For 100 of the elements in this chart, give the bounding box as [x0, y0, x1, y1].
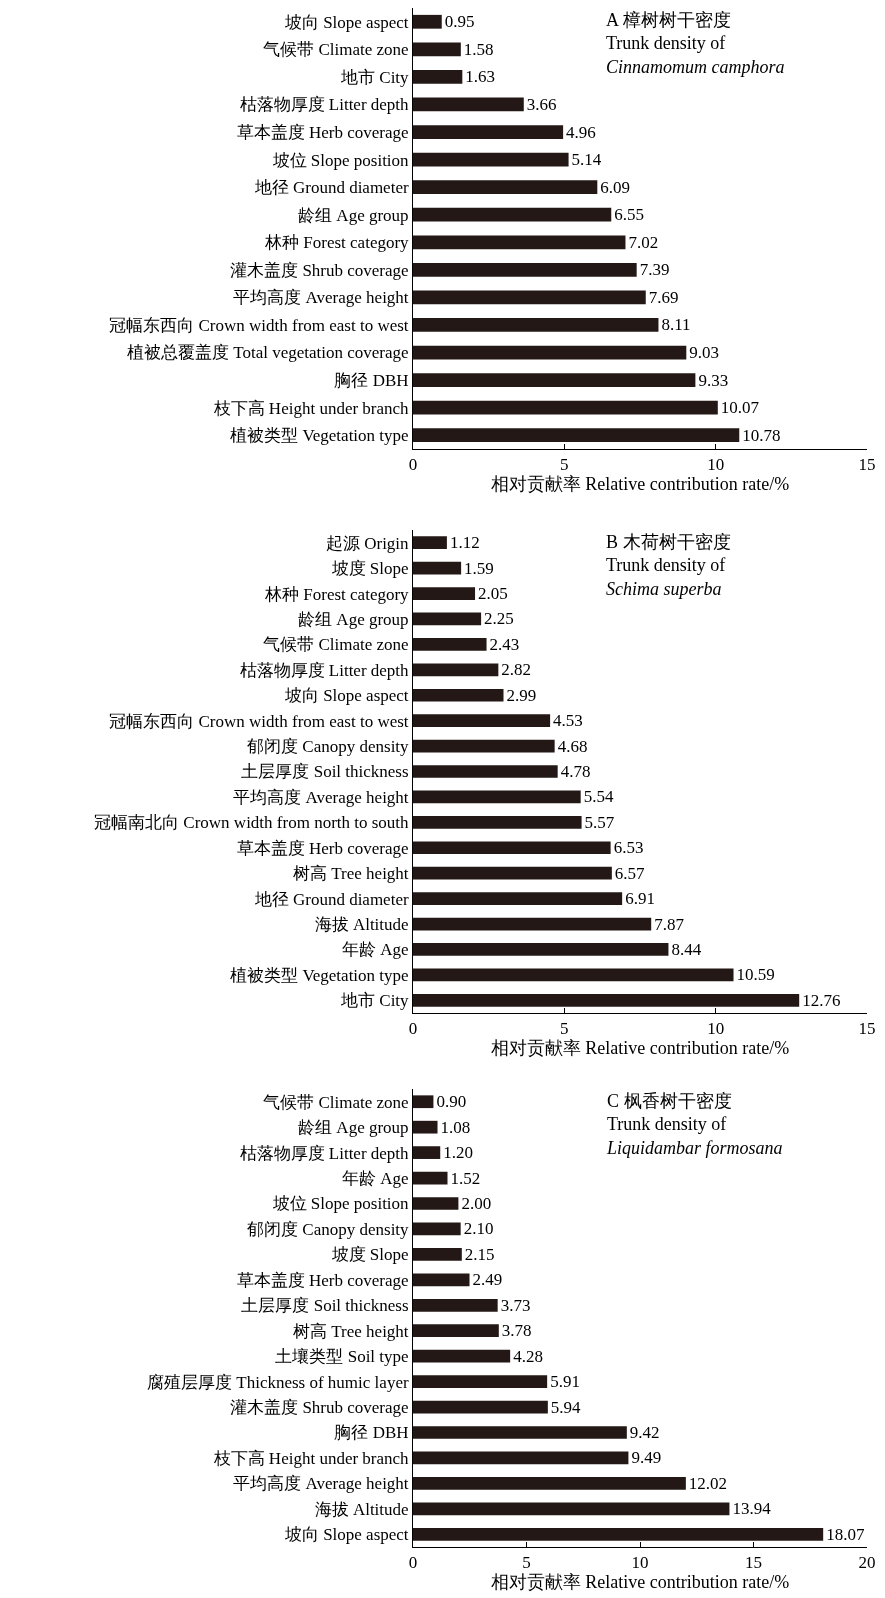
bar: [413, 180, 598, 195]
y-tick-label: 平均高度 Average height: [233, 787, 409, 807]
data-label: 8.44: [671, 939, 702, 959]
x-tick-label: 15: [745, 1553, 762, 1573]
bar: [413, 638, 487, 651]
bar: [413, 765, 558, 778]
data-label: 10.07: [720, 398, 760, 418]
bar: [413, 70, 463, 84]
x-tick-label: 10: [707, 455, 725, 475]
data-label: 7.39: [639, 260, 670, 280]
data-label: 0.95: [444, 12, 475, 32]
data-label: 9.49: [631, 1448, 662, 1468]
data-label: 1.59: [464, 558, 494, 578]
data-label: 2.15: [464, 1244, 495, 1264]
y-tick-label: 植被总覆盖度 Total vegetation coverage: [127, 343, 409, 363]
bar: [413, 207, 612, 222]
y-tick-label: 植被类型 Vegetation type: [230, 965, 409, 985]
bar: [413, 428, 740, 443]
data-label: 4.28: [513, 1346, 543, 1366]
bar: [413, 262, 637, 277]
y-tick-label: 树高 Tree height: [293, 864, 409, 884]
bar: [413, 1248, 462, 1261]
y-tick-label: 地径 Ground diameter: [253, 178, 409, 198]
x-tick-label: 10: [631, 1553, 649, 1573]
y-tick-label: 冠幅南北向 Crown width from north to south: [94, 813, 410, 833]
y-tick-label: 气候带 Climate zone: [263, 40, 409, 60]
y-tick-label: 气候带 Climate zone: [263, 635, 409, 655]
data-label: 8.11: [661, 315, 691, 335]
y-tick-label: 植被类型 Vegetation type: [230, 426, 409, 446]
bar: [413, 1222, 461, 1236]
y-tick-label: 草本盖度 Herb coverage: [236, 1270, 409, 1290]
data-label: 3.73: [500, 1295, 531, 1315]
y-tick-label: 灌木盖度 Shrub coverage: [230, 1398, 409, 1418]
x-tick-label: 5: [560, 455, 569, 475]
y-tick-label: 年龄 Age: [342, 1169, 409, 1189]
y-tick-label: 腐殖层厚度 Thickness of humic layer: [147, 1372, 409, 1392]
data-label: 3.78: [501, 1321, 532, 1341]
bar: [413, 345, 687, 360]
data-label: 5.57: [584, 812, 615, 832]
data-label: 2.10: [463, 1219, 494, 1239]
data-label: 2.05: [478, 584, 508, 604]
data-label: 7.87: [654, 914, 685, 934]
bar: [413, 1502, 730, 1516]
y-tick-label: 海拔 Altitude: [314, 1499, 409, 1519]
data-label: 2.49: [472, 1270, 503, 1290]
y-tick-label: 郁闭度 Canopy density: [247, 737, 410, 757]
data-label: 12.76: [802, 990, 841, 1010]
data-label: 6.09: [600, 177, 631, 197]
bar: [413, 14, 442, 29]
y-tick-label: 草本盖度 Herb coverage: [236, 838, 409, 858]
y-tick-label: 枝下高 Height under branch: [212, 398, 410, 418]
data-label: 12.02: [688, 1473, 728, 1493]
y-tick-label: 胸径 DBH: [334, 1423, 409, 1443]
data-label: 2.82: [501, 660, 532, 680]
bar: [413, 968, 734, 982]
bar: [413, 587, 476, 600]
x-tick-label: 10: [707, 1019, 725, 1039]
y-tick-label: 草本盖度 Herb coverage: [236, 122, 409, 142]
x-tick-label: 15: [858, 1019, 876, 1039]
y-tick-label: 枯落物厚度 Litter depth: [239, 660, 410, 680]
data-label: 2.43: [489, 634, 520, 654]
y-tick-label: 龄组 Age group: [298, 609, 409, 629]
y-tick-label: 坡向 Slope aspect: [283, 1525, 409, 1545]
data-label: 5.91: [550, 1372, 580, 1392]
data-label: 1.20: [443, 1143, 473, 1163]
bar: [413, 290, 646, 305]
bar: [413, 1298, 498, 1312]
y-tick-label: 枝下高 Height under branch: [212, 1448, 410, 1468]
bar: [413, 739, 555, 753]
bar: [413, 1375, 548, 1388]
data-label: 4.68: [557, 736, 588, 756]
y-tick-label: 气候带 Climate zone: [263, 1092, 409, 1112]
data-label: 10.59: [736, 965, 775, 985]
y-tick-label: 枯落物厚度 Litter depth: [239, 1143, 410, 1163]
y-tick-label: 冠幅东西向 Crown width from east to west: [109, 315, 409, 335]
data-label: 5.54: [583, 787, 614, 807]
bar: [413, 714, 551, 728]
bar: [413, 1120, 438, 1134]
x-tick-label: 0: [408, 455, 418, 475]
y-tick-label: 树高 Tree height: [293, 1321, 409, 1341]
bar: [413, 815, 582, 829]
data-label: 9.42: [629, 1423, 660, 1442]
bar: [413, 1146, 441, 1159]
data-label: 4.53: [553, 711, 583, 731]
x-tick-label: 0: [408, 1553, 418, 1573]
data-label: 5.94: [550, 1397, 582, 1417]
bar: [413, 1400, 548, 1414]
bar: [413, 943, 669, 956]
bar: [413, 400, 718, 415]
bar: [413, 1197, 459, 1210]
bar: [413, 536, 447, 550]
y-tick-label: 龄组 Age group: [298, 205, 409, 225]
data-label: 1.58: [463, 39, 494, 59]
bar: [413, 663, 499, 677]
data-label: 4.78: [560, 762, 591, 781]
y-tick-label: 林种 Forest category: [264, 584, 410, 604]
x-axis-title: 相对贡献率 Relative contribution rate/%: [490, 474, 790, 495]
y-tick-label: 地市 City: [340, 991, 410, 1011]
bar: [413, 1273, 470, 1287]
data-label: 1.52: [450, 1168, 481, 1188]
